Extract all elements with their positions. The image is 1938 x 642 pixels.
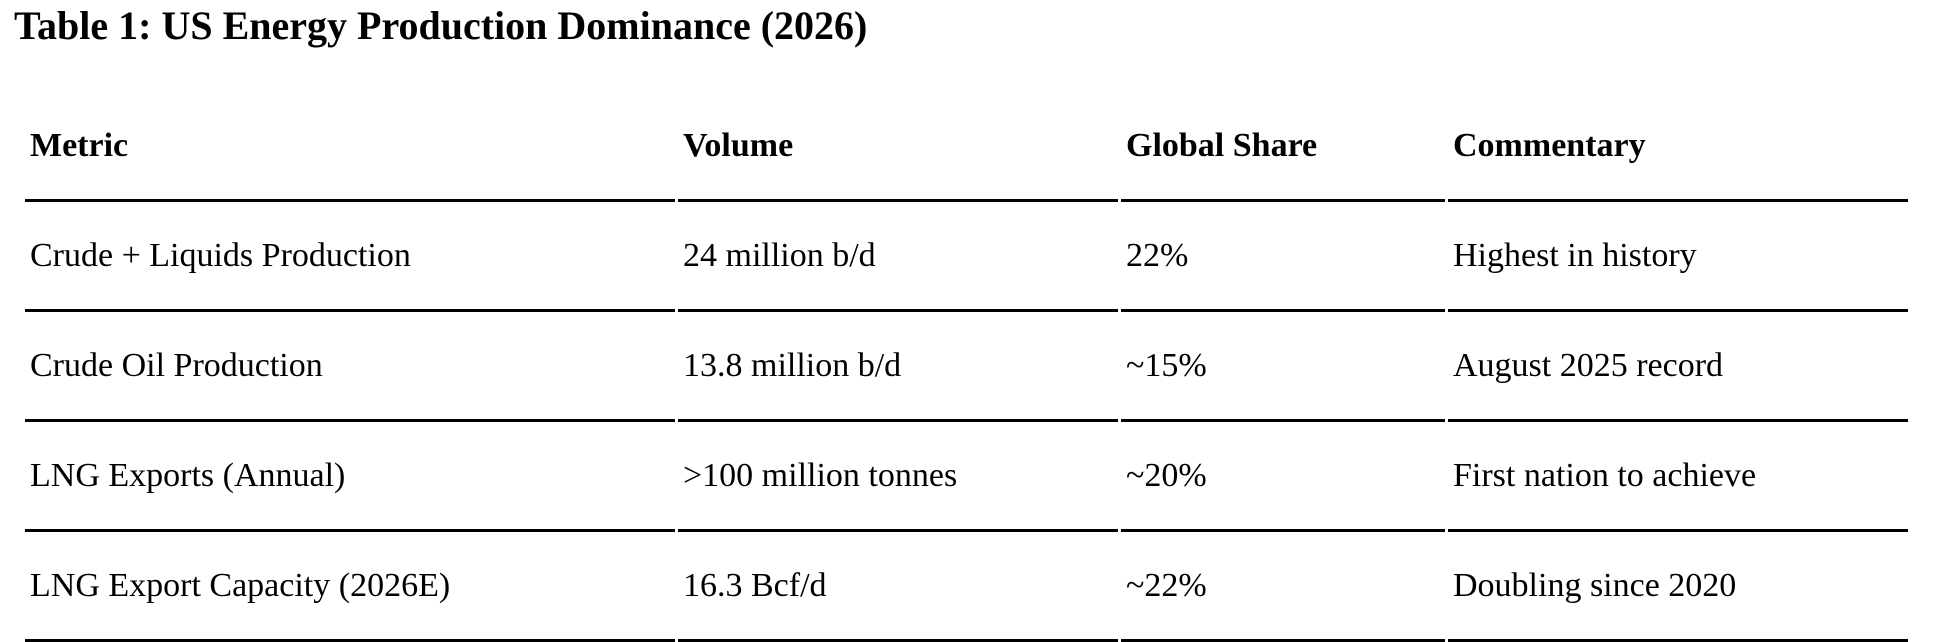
energy-production-table: Metric Volume Global Share Commentary Cr… <box>22 92 1911 642</box>
column-header-volume: Volume <box>678 92 1118 202</box>
column-header-commentary: Commentary <box>1448 92 1908 202</box>
cell-commentary: First nation to achieve <box>1448 422 1908 532</box>
cell-metric: Crude + Liquids Production <box>25 202 675 312</box>
cell-global-share: 22% <box>1121 202 1445 312</box>
table-title: Table 1: US Energy Production Dominance … <box>14 3 868 48</box>
cell-commentary: August 2025 record <box>1448 312 1908 422</box>
cell-volume: 24 million b/d <box>678 202 1118 312</box>
cell-global-share: ~15% <box>1121 312 1445 422</box>
table-header-row: Metric Volume Global Share Commentary <box>25 92 1908 202</box>
cell-volume: 13.8 million b/d <box>678 312 1118 422</box>
table-row: LNG Exports (Annual) >100 million tonnes… <box>25 422 1908 532</box>
table-row: Crude Oil Production 13.8 million b/d ~1… <box>25 312 1908 422</box>
column-header-global-share: Global Share <box>1121 92 1445 202</box>
column-header-metric: Metric <box>25 92 675 202</box>
cell-metric: Crude Oil Production <box>25 312 675 422</box>
table-row: Crude + Liquids Production 24 million b/… <box>25 202 1908 312</box>
cell-commentary: Highest in history <box>1448 202 1908 312</box>
cell-volume: >100 million tonnes <box>678 422 1118 532</box>
cell-metric: LNG Exports (Annual) <box>25 422 675 532</box>
cell-global-share: ~20% <box>1121 422 1445 532</box>
